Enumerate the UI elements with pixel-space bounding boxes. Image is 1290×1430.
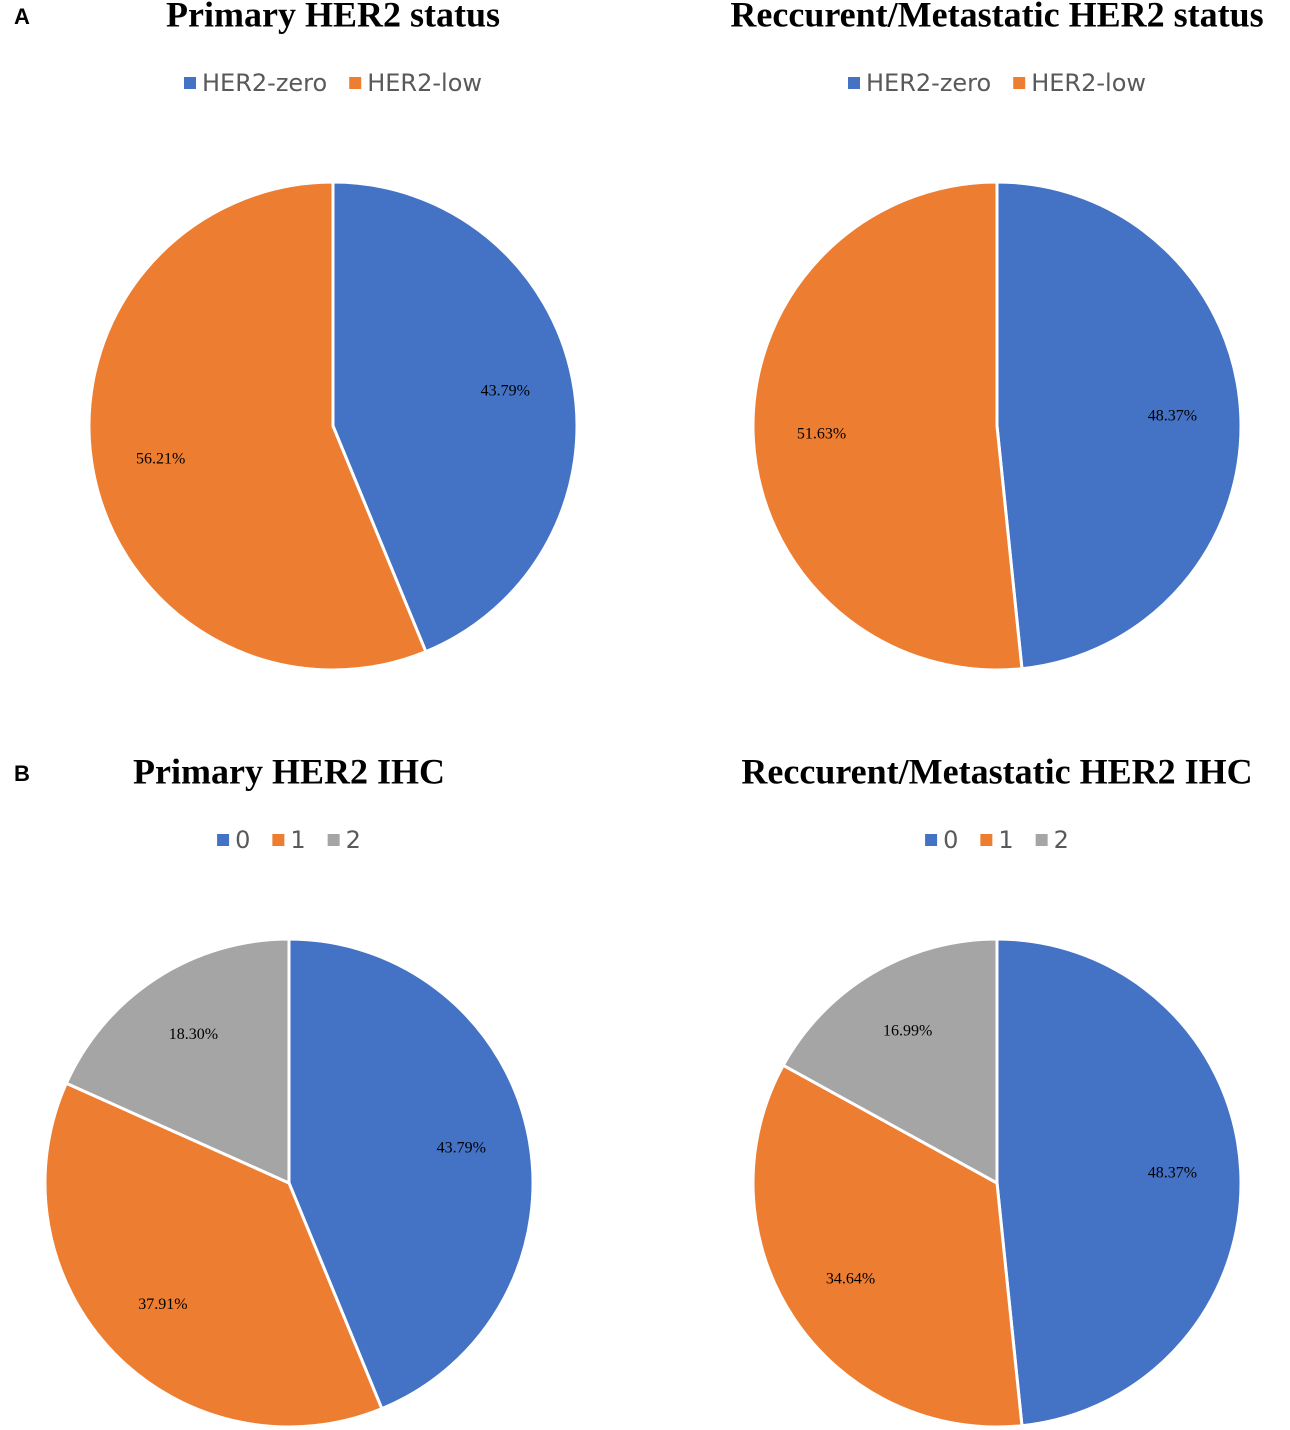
chart-title: Reccurent/Metastatic HER2 status xyxy=(730,0,1263,34)
legend-label: HER2-zero xyxy=(202,69,327,97)
chart-title: Primary HER2 IHC xyxy=(133,751,445,791)
legend-swatch xyxy=(1035,834,1048,846)
pie-slice xyxy=(751,1063,1024,1429)
data-label: 18.30% xyxy=(169,1026,218,1043)
pie-slice xyxy=(331,180,579,654)
legend-swatch xyxy=(980,834,993,846)
legend: HER2-zero HER2-low xyxy=(184,69,482,97)
legend-swatch xyxy=(327,834,340,846)
legend-swatch xyxy=(848,77,860,89)
legend-swatch xyxy=(272,834,285,846)
pie-slice xyxy=(87,180,428,672)
legend: HER2-zero HER2-low xyxy=(848,69,1146,97)
legend-label: HER2-low xyxy=(1031,69,1146,97)
legend-swatch xyxy=(925,834,938,846)
data-label: 43.79% xyxy=(437,1140,486,1157)
data-label: 56.21% xyxy=(136,451,185,468)
panel-label: B xyxy=(14,761,30,786)
chart-title: Reccurent/Metastatic HER2 IHC xyxy=(741,751,1252,791)
pie-slice xyxy=(64,937,291,1186)
legend-label: HER2-low xyxy=(367,69,482,97)
legend-label: HER2-zero xyxy=(866,69,991,97)
pie-slice xyxy=(43,1081,384,1429)
legend: 0 1 2 xyxy=(925,826,1069,854)
legend-label: 2 xyxy=(346,826,361,854)
pie-slice xyxy=(781,937,999,1186)
pie-slice xyxy=(995,180,1243,671)
panel-label: A xyxy=(14,4,30,29)
legend-swatch xyxy=(349,77,362,89)
data-label: 43.79% xyxy=(481,383,530,400)
data-label: 48.37% xyxy=(1148,1165,1197,1182)
legend-label: 0 xyxy=(235,826,250,854)
legend: 0 1 2 xyxy=(217,826,361,854)
data-label: 34.64% xyxy=(826,1271,875,1288)
legend-label: 1 xyxy=(290,826,305,854)
chart-title: Primary HER2 status xyxy=(166,0,500,34)
legend-swatch xyxy=(217,834,230,846)
data-label: 37.91% xyxy=(138,1296,187,1313)
data-label: 48.37% xyxy=(1148,408,1197,425)
data-label: 16.99% xyxy=(883,1022,932,1039)
legend-label: 1 xyxy=(998,826,1013,854)
legend-label: 2 xyxy=(1054,826,1069,854)
legend-label: 0 xyxy=(943,826,958,854)
pie-slice xyxy=(287,937,535,1411)
legend-swatch xyxy=(184,77,196,89)
pie-slice xyxy=(995,937,1243,1428)
legend-swatch xyxy=(1013,77,1026,89)
pie-slice xyxy=(751,180,1024,672)
data-label: 51.63% xyxy=(797,426,846,443)
